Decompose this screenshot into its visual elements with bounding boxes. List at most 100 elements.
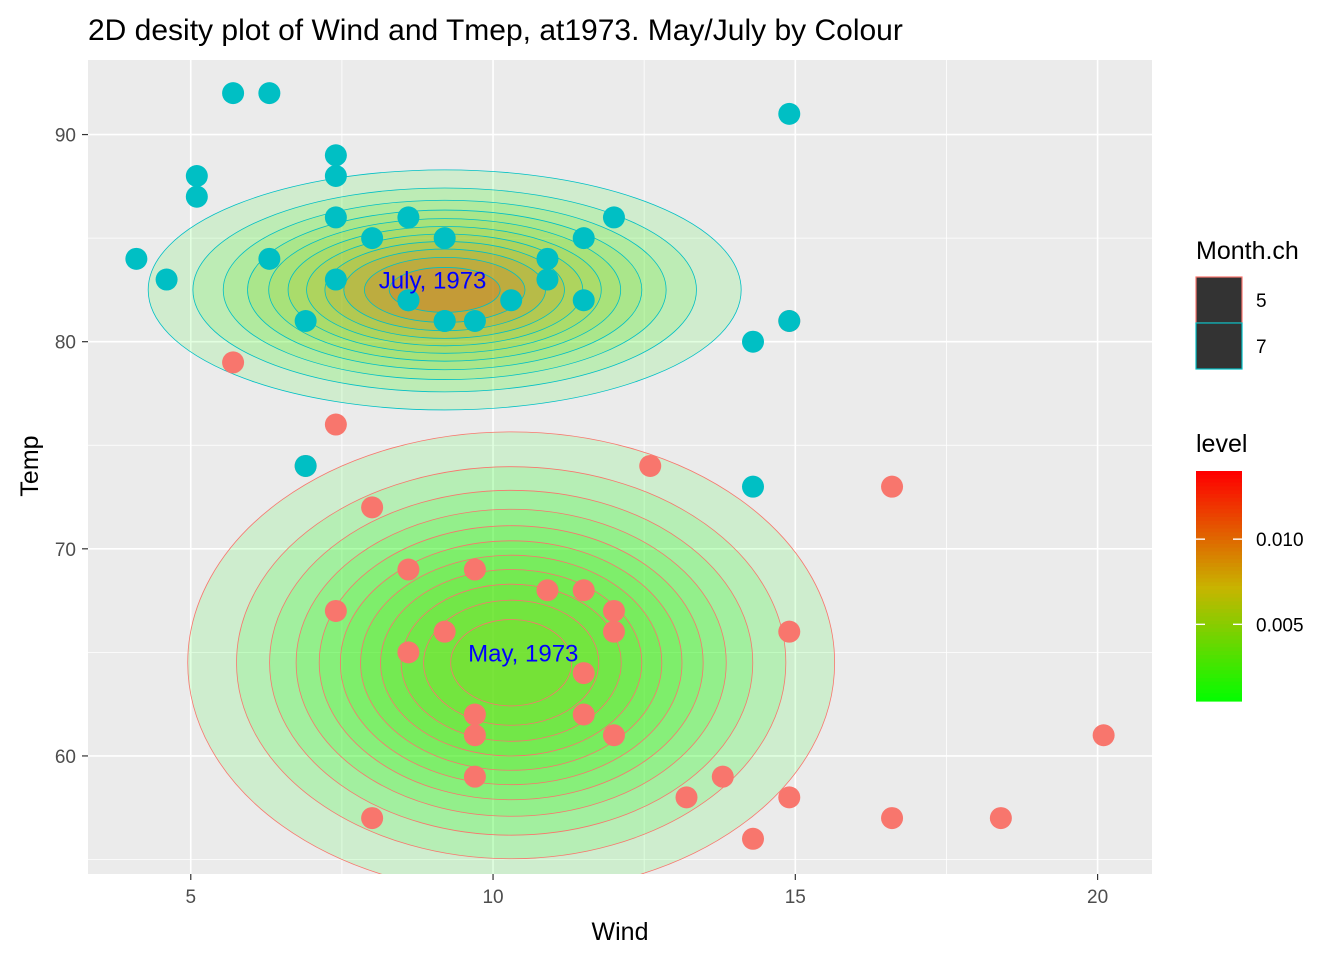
point-month-5 [602, 599, 625, 622]
point-month-5 [742, 827, 764, 850]
colorbar-step [1196, 605, 1242, 610]
y-tick-label: 90 [55, 126, 76, 147]
colorbar-step [1196, 620, 1242, 625]
density-contour-5 [339, 540, 683, 786]
x-tick-label: 10 [482, 887, 503, 908]
colorbar-step [1196, 635, 1242, 641]
density-contour-5 [400, 583, 622, 742]
point-month-5 [463, 558, 486, 581]
colorbar-step [1196, 509, 1242, 514]
point-month-7 [294, 454, 317, 477]
colorbar-step [1196, 666, 1242, 671]
colorbar-tick-label: 0.010 [1256, 530, 1304, 551]
legend-label-5: 5 [1256, 291, 1267, 312]
colorbar-step [1196, 593, 1242, 599]
colorbar-step [1196, 655, 1242, 660]
colorbar-step [1196, 597, 1242, 602]
colorbar-step [1196, 601, 1242, 606]
point-month-7 [572, 227, 595, 250]
colorbar-step [1196, 624, 1242, 629]
point-month-7 [258, 82, 281, 105]
x-tick-label: 15 [785, 887, 806, 908]
legend-month: Month.ch 5 7 [1195, 237, 1299, 370]
colorbar-step [1196, 520, 1242, 526]
legend-month-title: Month.ch [1196, 237, 1299, 265]
density-contour-5 [236, 466, 787, 860]
point-month-7 [185, 164, 208, 187]
colorbar-step [1196, 528, 1242, 533]
colorbar-step [1196, 524, 1242, 530]
colorbar-step [1196, 513, 1242, 518]
point-month-7 [125, 247, 148, 270]
density-contour-7 [147, 169, 742, 411]
colorbar-step [1196, 589, 1242, 595]
point-month-5 [361, 807, 384, 830]
x-tick-label: 5 [185, 887, 196, 908]
point-month-7 [397, 206, 420, 229]
colorbar-step [1196, 574, 1242, 579]
point-month-7 [602, 206, 625, 229]
point-month-7 [185, 185, 208, 208]
point-month-7 [536, 268, 559, 291]
colorbar-step [1196, 551, 1242, 556]
colorbar-step [1196, 609, 1242, 614]
point-month-7 [778, 309, 801, 332]
colorbar-step [1196, 547, 1242, 553]
point-month-5 [324, 599, 347, 622]
colorbar-step [1196, 474, 1242, 480]
legend-level-title: level [1196, 430, 1247, 458]
colorbar-step [1196, 532, 1242, 537]
point-month-5 [602, 620, 625, 643]
y-tick-label: 70 [55, 540, 76, 561]
point-month-5 [572, 703, 595, 726]
colorbar-step [1196, 689, 1242, 694]
point-month-5 [361, 496, 384, 519]
colorbar-step [1196, 628, 1242, 633]
point-month-5 [536, 579, 559, 602]
annotation-label: May, 1973 [468, 640, 578, 667]
colorbar-step [1196, 662, 1242, 668]
point-month-5 [639, 454, 662, 477]
colorbar-step [1196, 681, 1242, 687]
colorbar-step [1196, 559, 1242, 564]
point-month-5 [463, 703, 486, 726]
point-month-7 [433, 227, 456, 250]
y-tick-label: 60 [55, 747, 76, 768]
colorbar-step [1196, 582, 1242, 587]
point-month-7 [397, 289, 420, 312]
point-month-7 [294, 309, 317, 332]
point-month-5 [324, 413, 347, 436]
colorbar-step [1196, 639, 1242, 645]
point-month-5 [222, 351, 245, 374]
point-month-7 [778, 102, 801, 125]
point-month-5 [881, 807, 904, 830]
colorbar-step [1196, 632, 1242, 637]
point-month-5 [397, 641, 420, 664]
point-month-5 [397, 558, 420, 581]
colorbar-tick-label: 0.005 [1256, 615, 1304, 636]
point-month-5 [463, 724, 486, 747]
colorbar-step [1196, 517, 1242, 522]
legend-label-7: 7 [1256, 337, 1267, 358]
x-axis-title: Wind [592, 918, 649, 946]
colorbar-step [1196, 555, 1242, 560]
colorbar-step [1196, 482, 1242, 487]
point-month-7 [463, 309, 486, 332]
point-month-7 [155, 268, 178, 291]
point-month-7 [742, 475, 764, 498]
point-month-7 [324, 164, 347, 187]
colorbar-step [1196, 486, 1242, 491]
point-month-7 [572, 289, 595, 312]
point-month-5 [711, 765, 734, 788]
colorbar-step [1196, 501, 1242, 507]
chart-title: 2D desity plot of Wind and Tmep, at1973.… [88, 14, 903, 47]
point-month-7 [433, 309, 456, 332]
point-month-5 [675, 786, 698, 809]
x-tick-label: 20 [1087, 887, 1108, 908]
colorbar-step [1196, 685, 1242, 691]
colorbar-step [1196, 543, 1242, 549]
colorbar-step [1196, 651, 1242, 656]
colorbar-step [1196, 478, 1242, 484]
colorbar-step [1196, 570, 1242, 576]
